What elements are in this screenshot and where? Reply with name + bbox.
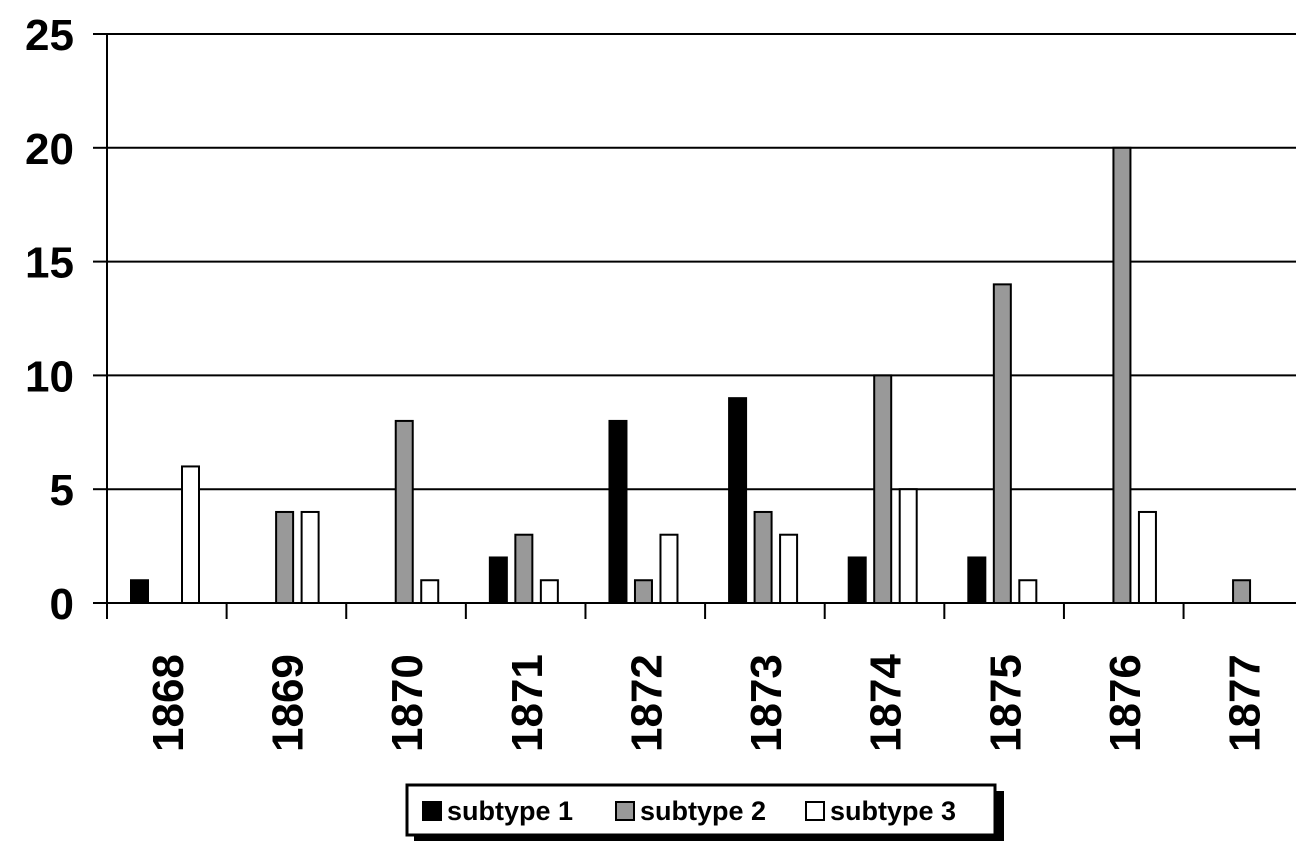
bar-subtype-1-1875 bbox=[967, 556, 987, 604]
y-tick-label: 0 bbox=[50, 580, 74, 629]
legend: subtype 1 subtype 2 subtype 3 bbox=[405, 783, 1004, 841]
bar-subtype-3-1874 bbox=[898, 488, 918, 605]
bar-subtype-2-1877 bbox=[1232, 579, 1252, 604]
bar-subtype-3-1871 bbox=[539, 579, 559, 604]
y-tick-label: 5 bbox=[50, 466, 74, 515]
y-tick-label: 15 bbox=[25, 239, 74, 288]
x-tick-label: 1877 bbox=[1221, 654, 1270, 752]
legend-swatch-subtype-2 bbox=[615, 801, 635, 821]
bar-subtype-1-1868 bbox=[130, 579, 149, 604]
bar-subtype-3-1869 bbox=[300, 510, 320, 604]
x-tick-label: 1870 bbox=[383, 654, 432, 752]
x-tick-label: 1876 bbox=[1101, 654, 1150, 752]
x-tick-label: 1869 bbox=[264, 654, 313, 752]
bar-subtype-2-1869 bbox=[275, 510, 295, 604]
bar-subtype-2-1870 bbox=[394, 419, 414, 605]
y-axis-tick-labels: 0 5 10 15 20 25 bbox=[25, 11, 74, 629]
gridlines bbox=[107, 33, 1296, 491]
x-tick-label: 1871 bbox=[503, 654, 552, 752]
bar-subtype-3-1870 bbox=[420, 579, 440, 604]
bar-subtype-3-1875 bbox=[1018, 579, 1038, 604]
x-axis-tick-labels: 1868 1869 1870 1871 1872 1873 1874 1875 1876 1877 bbox=[144, 654, 1270, 752]
bar-subtype-1-1871 bbox=[488, 556, 508, 604]
bar-subtype-2-1876 bbox=[1112, 146, 1132, 605]
x-tick-label: 1875 bbox=[981, 654, 1030, 752]
legend-label: subtype 1 bbox=[447, 796, 573, 826]
bar-subtype-2-1872 bbox=[633, 579, 653, 604]
bar-subtype-2-1875 bbox=[992, 283, 1012, 604]
legend-label: subtype 3 bbox=[830, 796, 956, 826]
legend-label: subtype 2 bbox=[640, 796, 766, 826]
x-tick-label: 1872 bbox=[622, 654, 671, 752]
bar-subtype-2-1874 bbox=[873, 374, 893, 604]
y-tick-label: 10 bbox=[25, 352, 74, 401]
x-tick-label: 1868 bbox=[144, 654, 193, 752]
bar-subtype-3-1876 bbox=[1137, 510, 1157, 604]
bar-subtype-2-1873 bbox=[753, 510, 773, 604]
legend-box bbox=[405, 783, 997, 837]
x-tick-label: 1874 bbox=[862, 654, 911, 752]
bar-subtype-3-1872 bbox=[659, 533, 679, 604]
bar-subtype-2-1871 bbox=[514, 533, 534, 604]
bar-subtype-3-1873 bbox=[779, 533, 799, 604]
y-tick-label: 25 bbox=[25, 11, 74, 60]
bar-subtype-1-1873 bbox=[728, 397, 748, 604]
bar-subtype-1-1874 bbox=[847, 556, 867, 604]
legend-swatch-subtype-3 bbox=[805, 801, 825, 821]
legend-swatch-subtype-1 bbox=[422, 801, 442, 821]
bar-subtype-3-1868 bbox=[181, 465, 200, 604]
axes bbox=[93, 33, 1296, 619]
x-tick-label: 1873 bbox=[742, 654, 791, 752]
bar-subtype-1-1872 bbox=[608, 419, 628, 605]
y-tick-label: 20 bbox=[25, 125, 74, 174]
